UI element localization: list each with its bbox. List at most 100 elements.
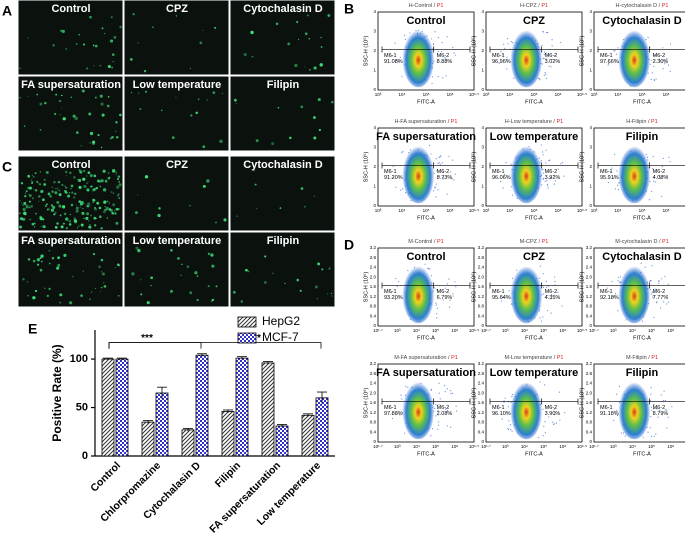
y-tick-label: 0.4 [478,429,485,434]
cell-dot [83,218,84,219]
cell-dot [115,222,118,225]
x-axis-label: FITC-A [417,335,435,341]
cell-dot [107,105,110,108]
cell-dot [320,37,322,39]
event-dot [507,428,508,429]
event-dot [564,412,565,413]
event-dot [437,163,438,164]
x-tick-label: 10³ [610,328,617,333]
cell-dot [138,93,139,94]
x-tick-label: Filipin [213,460,243,490]
y-tick-label: 3.2 [370,245,377,250]
x-axis-label: FITC-A [525,451,543,457]
event-dot [508,406,509,407]
cell-dot [145,175,148,178]
cell-dot [69,173,70,174]
x-tick-label: 10⁵ [639,208,646,213]
legend-label: MCF-7 [262,330,299,344]
event-dot [543,273,544,274]
event-dot [649,281,650,282]
cell-dot [55,188,56,189]
cell-dot [331,293,332,294]
gate-percent: 91.08% [384,59,403,65]
x-tick-label: 10⁵ [432,444,439,449]
cell-dot [58,205,61,208]
plot-header-gate: P1 [651,119,658,125]
event-dot [669,161,670,162]
cell-dot [137,42,138,43]
event-dot [617,280,618,281]
density-blob [618,379,650,439]
x-tick-label: Control [88,460,123,495]
cell-dot [113,192,114,193]
cell-dot [80,207,81,208]
cell-dot [307,15,309,17]
event-dot [507,38,508,39]
cell-dot [48,192,51,195]
plot-header: M-Low temperature / P1 [504,355,563,361]
plot-header-name: M-cytochalasin D / [615,239,662,245]
panel-letter: C [2,159,12,175]
event-dot [452,393,453,394]
event-dot [656,78,657,79]
x-tick-label: 10⁴ [521,328,528,333]
cell-dot [180,275,181,276]
x-tick-label: 10³ [502,328,509,333]
cell-dot [331,101,334,104]
event-dot [435,303,436,304]
event-dot [542,169,543,170]
x-tick-label: 10⁵ [531,92,538,97]
event-dot [617,310,618,311]
y-tick-label: 2.8 [370,371,377,376]
event-dot [541,184,542,185]
cell-dot [52,44,54,46]
y-tick-label: 3.2 [586,245,593,250]
cell-dot [115,121,117,123]
cell-dot [73,115,76,118]
event-dot [651,265,652,266]
x-tick-label: 10⁶ [555,208,562,213]
x-tick-label: 10⁴ [507,208,514,213]
event-dot [400,395,401,396]
cell-dot [103,282,104,283]
cell-dot [215,222,217,224]
event-dot [453,295,454,296]
event-dot [440,398,441,399]
event-dot [502,418,503,419]
cell-dot [309,69,311,71]
cell-dot [78,186,81,189]
cell-dot [110,138,112,140]
event-dot [670,71,671,72]
event-dot [401,398,402,399]
cell-dot [161,110,162,111]
x-tick-label: 10⁶ [663,208,670,213]
y-axis-label: SSC-H (10⁵) [362,151,369,182]
bar [116,359,128,456]
x-tick-label: 10⁶ [559,328,566,333]
event-dot [440,155,441,156]
plot-title: CPZ [523,251,545,263]
cell-dot [119,114,122,117]
significance-bracket [109,343,201,349]
x-tick-label: 10⁶·⁵ [577,328,587,333]
plot-title: FA supersaturation [376,367,476,379]
cell-dot [198,98,199,99]
cell-dot [43,225,46,228]
cell-dot [177,257,180,260]
cell-dot [111,67,113,69]
cell-dot [19,212,21,214]
plot-header: H-FA supersaturation / P1 [395,119,458,125]
y-tick-label: 1.2 [370,410,377,415]
y-axis-label: SSC-H (10⁵) [578,35,585,66]
bar [262,363,274,456]
y-tick-label: 3 [373,29,376,34]
cell-dot [92,142,95,145]
event-dot [434,31,435,32]
y-axis-label: SSC-H (10⁶) [470,387,477,418]
plot-header: M-Control / P1 [408,239,443,245]
cell-dot [101,259,103,261]
event-dot [542,63,543,64]
cell-dot [108,65,111,68]
cell-dot [304,206,306,208]
